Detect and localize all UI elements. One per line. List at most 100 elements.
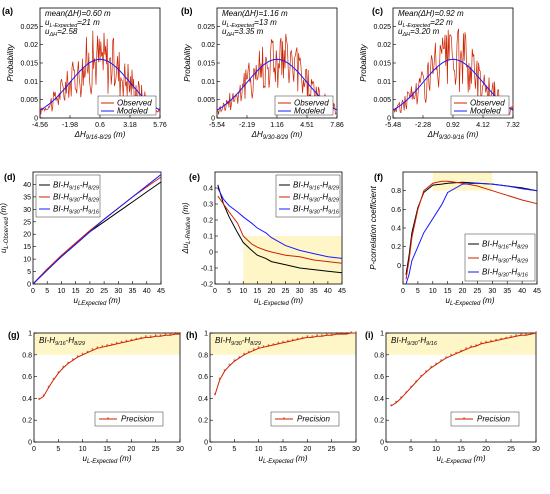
- y-tick-label: 0.2: [22, 418, 32, 425]
- y-tick-label: 0.6: [22, 374, 32, 381]
- x-tick-label: 20: [86, 288, 94, 295]
- x-axis-label: uL-Expected (m): [445, 296, 494, 307]
- data-point-marker: *: [515, 335, 518, 341]
- y-tick-label: 1: [380, 331, 384, 338]
- x-tick-label: 15: [279, 446, 287, 453]
- series-line-bi-h9-30-h9-16: [405, 182, 538, 285]
- data-point-marker: *: [301, 337, 304, 343]
- x-tick-label: -5.54: [209, 122, 225, 129]
- x-tick-label: 25: [328, 446, 336, 453]
- y-tick-label: 0.8: [391, 188, 401, 195]
- highlight-band: [243, 236, 342, 284]
- x-tick-label: 30: [176, 446, 184, 453]
- legend-box: [97, 95, 157, 116]
- data-point-marker: *: [530, 332, 533, 338]
- y-tick-label: 0.8: [374, 352, 384, 359]
- data-point-marker: *: [67, 362, 70, 368]
- x-tick-label: 4.51: [300, 122, 314, 129]
- y-tick-label: 1: [28, 331, 32, 338]
- series-line-precision: [38, 333, 180, 400]
- y-tick-label: 0.015: [373, 61, 391, 68]
- x-tick-label: 0: [208, 446, 212, 453]
- data-point-marker: *: [130, 339, 133, 345]
- y-tick-label: 0.6: [374, 374, 384, 381]
- x-tick-label: 0: [32, 446, 36, 453]
- chart-panel-f: 0 5 10 15 20 25 30 35 40 45 0 0.2 0.4 0.6 0.8 (f) uL-Exp…: [369, 171, 541, 307]
- x-tick-label: 45: [533, 288, 541, 295]
- x-tick-label: -2.28: [415, 122, 431, 129]
- y-tick-label: 0: [34, 116, 38, 123]
- legend-entry: BI-H9/30-H8/29: [293, 193, 339, 204]
- data-point-marker: *: [475, 344, 478, 350]
- panel-label: (b): [181, 6, 193, 16]
- data-point-marker: *: [495, 339, 498, 345]
- legend-marker: *: [463, 417, 466, 423]
- legend-marker: *: [107, 417, 110, 423]
- data-point-marker: *: [525, 333, 528, 339]
- x-tick-label: 0.6: [95, 122, 105, 129]
- x-tick-label: 35: [129, 288, 137, 295]
- data-point-marker: *: [238, 356, 241, 362]
- y-tick-label: 5: [27, 269, 31, 276]
- x-tick-label: 45: [157, 288, 165, 295]
- data-point-marker: *: [145, 336, 148, 342]
- x-tick-label: 20: [303, 446, 311, 453]
- y-tick-label: 0: [397, 263, 401, 270]
- x-tick-label: 0.92: [446, 122, 460, 129]
- data-point-marker: *: [296, 338, 299, 344]
- data-point-marker: *: [455, 352, 458, 358]
- data-point-marker: *: [272, 343, 275, 349]
- y-tick-label: 0.1: [203, 234, 213, 241]
- y-tick-label: 0.01: [24, 79, 38, 86]
- data-point-marker: *: [101, 345, 104, 351]
- legend-entry: BI-H9/16-H8/29: [482, 240, 528, 251]
- x-tick-label: 1.16: [270, 122, 284, 129]
- legend-entry: Observed: [470, 99, 505, 108]
- chart-panel-d: 0 5 10 15 20 25 30 35 40 45 0 5 10 15 20 25 30 35 40 (d) uLE…: [0, 171, 165, 307]
- data-point-marker: *: [415, 380, 418, 386]
- x-tick-label: 30: [532, 446, 540, 453]
- legend-marker: *: [283, 417, 286, 423]
- y-tick-label: 0: [28, 440, 32, 447]
- x-tick-label: -1.98: [62, 122, 78, 129]
- x-tick-label: 35: [310, 288, 318, 295]
- inset-label: BI-H9/16-H8/29: [39, 336, 85, 347]
- x-tick-label: 10: [429, 288, 437, 295]
- legend-box: [35, 174, 101, 218]
- data-point-marker: *: [326, 333, 329, 339]
- x-tick-label: 15: [103, 446, 111, 453]
- data-point-marker: *: [116, 342, 119, 348]
- annotation-text: Mean(ΔH)=0.92 m: [398, 9, 464, 18]
- data-point-marker: *: [253, 349, 256, 355]
- series-line-bi-h9-30-h8-29: [217, 195, 343, 264]
- panel-label: (g): [8, 330, 20, 340]
- legend-box: [275, 174, 341, 218]
- y-tick-label: 0: [380, 440, 384, 447]
- annotation-text: uΔH=3.20 m: [398, 27, 440, 38]
- y-tick-label: 0: [209, 250, 213, 257]
- x-tick-label: 10: [58, 288, 66, 295]
- data-point-marker: *: [345, 332, 348, 338]
- y-tick-label: 0.02: [377, 42, 391, 49]
- data-point-marker: *: [460, 350, 463, 356]
- x-tick-label: 25: [100, 288, 108, 295]
- data-point-marker: *: [410, 386, 413, 392]
- axes-frame: [214, 171, 343, 285]
- data-point-marker: *: [135, 338, 138, 344]
- x-axis-label: ΔH9/16-8/29 (m): [74, 130, 126, 141]
- legend-entry: BI-H9/16-H8/29: [293, 181, 339, 192]
- legend-box: [450, 95, 510, 116]
- y-tick-label: 0.025: [373, 24, 391, 31]
- x-tick-label: 3.18: [123, 122, 137, 129]
- chart-panel-b: -5.54 -2.19 1.16 4.51 7.86 0 0.005 0.01 0.015 0.0…: [181, 6, 344, 141]
- y-axis-label: P-correlation coefficient: [369, 185, 378, 269]
- x-tick-label: 5: [56, 446, 60, 453]
- data-point-marker: *: [262, 345, 265, 351]
- data-point-marker: *: [287, 340, 290, 346]
- series-line-modeled: [39, 58, 161, 111]
- legend-entry: Modeled: [117, 107, 148, 116]
- data-point-marker: *: [57, 372, 60, 378]
- data-point-marker: *: [223, 369, 226, 375]
- data-point-marker: *: [38, 398, 41, 404]
- x-tick-label: 7.86: [330, 122, 344, 129]
